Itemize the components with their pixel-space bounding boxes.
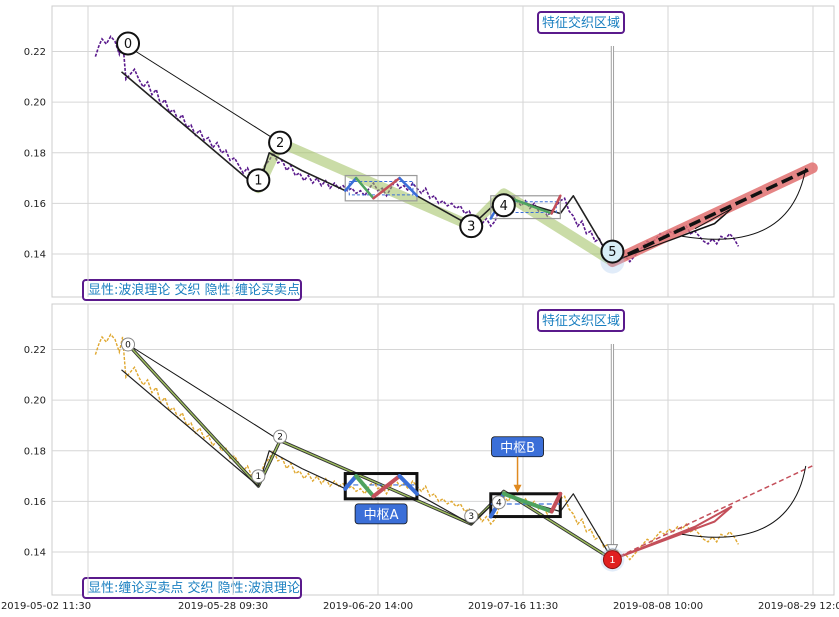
caption-box xyxy=(82,279,302,301)
wave-label-circle xyxy=(116,31,141,56)
gridlines xyxy=(52,304,834,595)
forecast-triangle xyxy=(612,207,733,263)
wave-label-circle xyxy=(464,509,479,524)
x-tick-label: 2019-07-16 11:30 xyxy=(468,601,558,612)
x-tick-label: 2019-08-08 10:00 xyxy=(613,601,703,612)
wave-label: 1 xyxy=(254,174,262,189)
pivot-segment xyxy=(372,176,401,200)
buy-point-label: 1 xyxy=(609,555,615,566)
plot-area-bottom xyxy=(51,303,835,596)
gridlines xyxy=(52,6,834,297)
bottom-callout: 特征交织区域 xyxy=(542,313,620,329)
pivot-box xyxy=(490,195,561,220)
caption-box xyxy=(82,577,302,599)
wave-label-circle xyxy=(273,429,288,444)
y-tick-label: 0.14 xyxy=(24,547,46,558)
y-tick-label: 0.22 xyxy=(24,345,46,356)
wave-label-circle xyxy=(268,130,293,155)
top-caption: 显性:波浪理论 交织 隐性:缠论买卖点 xyxy=(88,282,300,298)
pivot-inner-box xyxy=(494,201,557,214)
wave-label: 3 xyxy=(468,512,474,522)
pivot-segment xyxy=(371,474,402,499)
wave-label: 2 xyxy=(277,433,283,443)
projection-arc xyxy=(681,465,807,538)
x-tick-label: 2019-06-20 14:00 xyxy=(323,601,413,612)
pivot-segment xyxy=(550,194,562,215)
wave-label-circle xyxy=(251,469,266,484)
wave-label: 4 xyxy=(500,199,508,214)
pivot-inner-box xyxy=(348,181,414,196)
x-tick-label: 2019-05-28 09:30 xyxy=(178,601,268,612)
wave-label: 0 xyxy=(124,37,132,52)
wave-label-circle xyxy=(121,337,136,352)
pivot-segment xyxy=(354,176,375,200)
pivot-segment xyxy=(501,491,554,514)
wave-band xyxy=(127,344,613,561)
wave-label: 2 xyxy=(276,136,284,151)
price-series-line xyxy=(94,333,740,561)
wave-label-circle xyxy=(491,193,516,218)
wave-label: 0 xyxy=(125,340,131,350)
callout-box xyxy=(537,11,625,34)
projection-arc xyxy=(681,167,807,240)
wave-label: 3 xyxy=(467,220,475,235)
panel-top: 显性:波浪理论 交织 隐性:缠论买卖点 特征交织区域 0.22 0.20 0.18 0… xyxy=(24,5,835,301)
forecast-line xyxy=(611,166,814,264)
wave-guide-line xyxy=(127,46,281,144)
pivot-arrow-head xyxy=(513,484,522,493)
pivot-segment xyxy=(344,176,358,192)
pivot-segment xyxy=(398,176,419,198)
pivot-segment xyxy=(549,491,563,514)
buy-point-marker xyxy=(602,550,622,570)
bottom-caption: 显性:缠论买卖点 交织 隐性:波浪理论 xyxy=(88,580,300,596)
pivot-label: 中枢B xyxy=(500,441,535,456)
wave-label-circle xyxy=(600,239,625,264)
callout-box xyxy=(537,309,625,332)
wave-label-circle xyxy=(491,495,506,510)
wave-label: 1 xyxy=(255,472,261,482)
x-tick-label: 2019-05-02 11:30 xyxy=(1,601,91,612)
y-tick-label: 0.16 xyxy=(24,497,46,508)
wave-label: 5 xyxy=(608,245,616,260)
pivot-segment xyxy=(354,474,376,499)
wave-label: 4 xyxy=(496,498,502,508)
plot-area-top xyxy=(51,5,835,298)
wave-label-circle xyxy=(246,168,271,193)
top-callout: 特征交织区域 xyxy=(542,15,620,31)
y-tick-label: 0.18 xyxy=(24,148,46,159)
y-tick-label: 0.18 xyxy=(24,446,46,457)
panel-bottom: 显性:缠论买卖点 交织 隐性:波浪理论 特征交织区域 0.22 0.20 0.18 0… xyxy=(24,303,835,599)
pivot-label: 中枢A xyxy=(364,508,399,523)
forecast-triangle xyxy=(612,505,733,561)
x-tick-label: 2019-08-29 12:00 xyxy=(758,601,839,612)
wave-guide-line xyxy=(127,344,281,442)
y-tick-label: 0.20 xyxy=(24,98,46,109)
y-tick-label: 0.16 xyxy=(24,199,46,210)
pivot-segment xyxy=(397,474,419,496)
y-tick-label: 0.20 xyxy=(24,396,46,407)
pivot-box xyxy=(344,174,418,202)
pivot-box xyxy=(489,492,562,519)
pivot-segment xyxy=(343,474,359,491)
x-axis-ticks: 2019-05-02 11:30 2019-05-28 09:30 2019-06-… xyxy=(1,601,839,612)
pivot-label-box xyxy=(354,503,408,525)
y-tick-label: 0.14 xyxy=(24,249,46,260)
wave-label-circle xyxy=(459,214,484,239)
forecast-line xyxy=(612,465,813,561)
price-series-line xyxy=(94,35,740,263)
y-tick-label: 0.22 xyxy=(24,47,46,58)
